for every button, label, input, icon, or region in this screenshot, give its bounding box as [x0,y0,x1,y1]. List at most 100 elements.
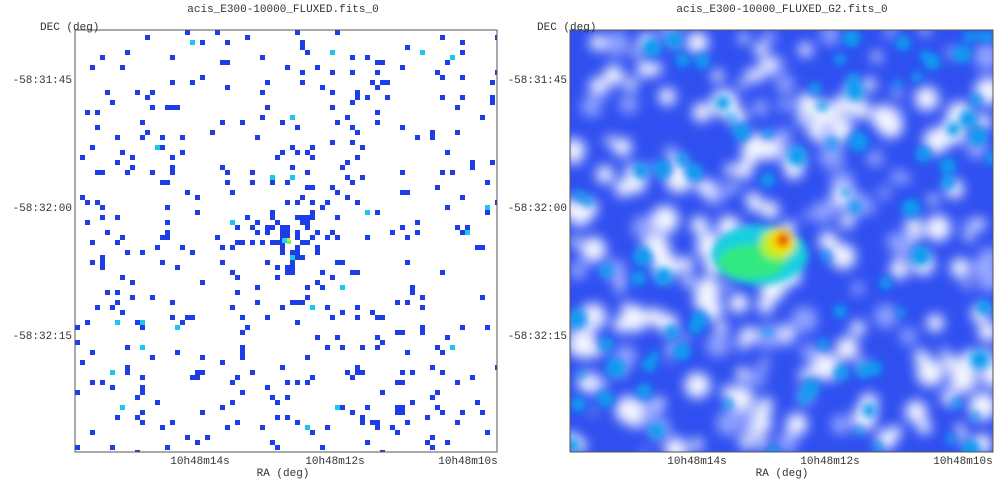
pixel [410,370,415,375]
pixel [280,235,285,240]
blob [856,363,872,379]
pixel [135,450,140,452]
pixel [240,350,245,355]
blob [915,146,932,163]
pixel [265,230,270,235]
pixel [240,390,245,395]
pixel [215,235,220,240]
pixel [150,90,155,95]
pixel [80,195,85,200]
blob [957,434,968,444]
x-tick-label: 10h48m14s [170,456,229,468]
pixel [140,135,145,140]
blob [839,214,854,229]
pixel [370,420,375,425]
pixel [315,280,320,285]
pixel [300,300,305,305]
pixel [360,145,365,150]
pixel [250,170,255,175]
pixel [235,290,240,295]
pixel [430,130,435,135]
blob [633,162,649,179]
y-label: DEC (deg) [40,22,99,34]
blob [842,30,861,48]
blob [658,87,677,106]
blob [763,327,772,337]
pixel [370,310,375,315]
blob [985,151,993,165]
pixel [355,155,360,160]
pixel [285,230,290,235]
pixel [335,260,340,265]
pixel [355,370,360,375]
pixel [455,130,460,135]
pixel [255,300,260,305]
pixel [440,35,445,40]
pixel [330,315,335,320]
pixel [287,240,291,244]
blob [979,402,991,414]
blob [826,137,838,150]
pixel [260,425,265,430]
pixel [140,375,145,380]
pixel [330,185,335,190]
pixel [395,405,400,410]
blob [604,135,615,146]
pixel [260,240,265,245]
blob [747,195,764,212]
pixel [330,275,335,280]
pixel [290,175,295,180]
pixel [405,350,410,355]
pixel [460,50,465,55]
pixel [355,270,360,275]
pixel [290,115,295,120]
blob [685,163,703,182]
blob [594,373,609,388]
pixel [290,250,295,255]
pixel [220,165,225,170]
pixel [135,395,140,400]
pixel [335,120,340,125]
pixel [470,165,475,170]
pixel [160,260,165,265]
pixel [295,125,300,130]
pixel [470,375,475,380]
pixel [75,445,80,450]
pixel [295,150,300,155]
blob [901,173,912,184]
pixel [375,60,380,65]
pixel [375,85,380,90]
x-tick-label: 10h48m10s [933,456,992,468]
x-label: RA (deg) [756,468,809,480]
pixel [270,225,275,230]
blob [763,128,773,138]
blob [955,423,966,434]
blob [577,369,586,378]
pixel [165,445,170,450]
pixel [275,240,280,245]
blob [759,359,769,369]
pixel [350,100,355,105]
pixel [95,305,100,310]
blob [847,72,860,86]
pixel [130,295,135,300]
pixel [180,245,185,250]
pixel [490,100,495,105]
blob [741,412,757,428]
pixel [460,410,465,415]
blob [980,363,993,388]
pixel [400,190,405,195]
pixel [400,125,405,130]
blob [820,122,835,137]
pixel [185,30,190,35]
pixel [335,235,340,240]
blob [684,372,711,399]
pixel [165,180,170,185]
blob [901,198,921,218]
pixel [310,145,315,150]
blob [809,82,822,95]
pixel [75,340,80,345]
pixel [285,270,290,275]
pixel [140,320,145,325]
blob [694,53,711,70]
